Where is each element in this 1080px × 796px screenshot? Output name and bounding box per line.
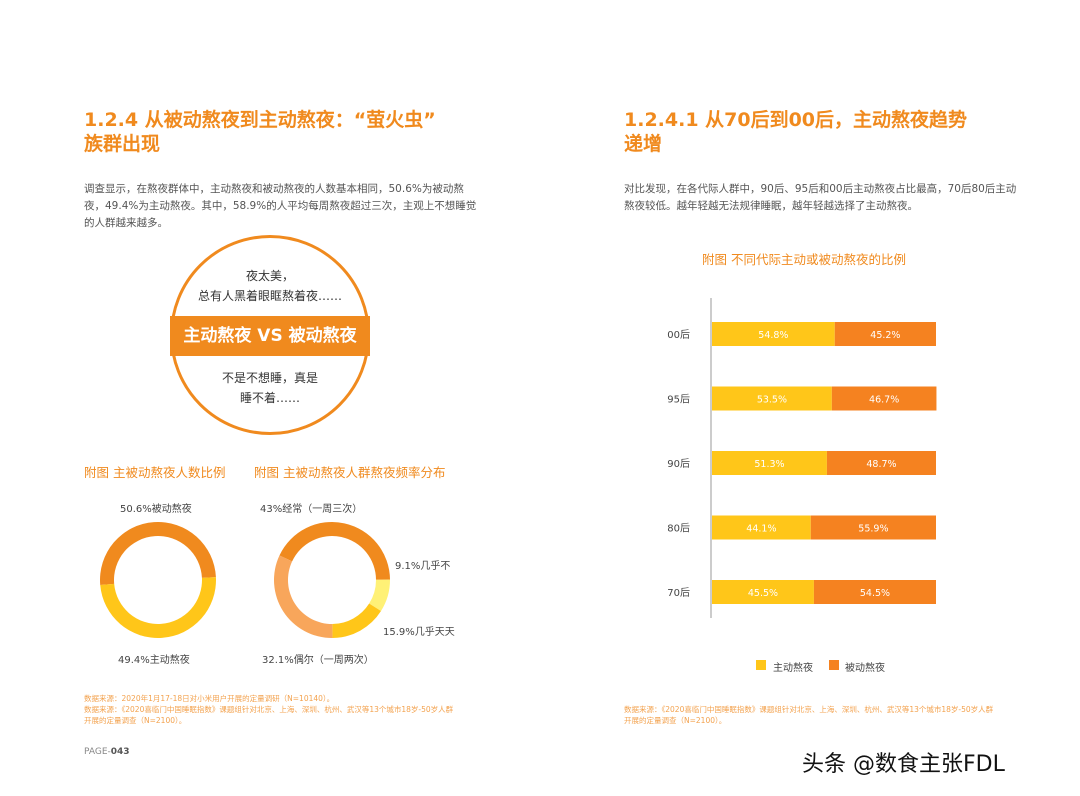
bar-passive xyxy=(831,386,937,411)
donut1-chart xyxy=(100,522,216,639)
category-label: 80后 xyxy=(667,523,690,535)
right-para-line2: 熬夜较低。越年轻越无法规律睡眠，越年轻越选择了主动熬夜。 xyxy=(624,200,918,212)
donut-slice xyxy=(274,555,333,638)
category-label: 00后 xyxy=(667,329,690,341)
donut2-label-right1: 9.1%几乎不 xyxy=(395,561,451,572)
bar-active xyxy=(712,451,827,475)
donut2-center-line2: 经常性动作 xyxy=(299,585,365,600)
bar-active xyxy=(712,515,811,540)
right-source-line2: 开展的定量调查（N=2100）。 xyxy=(624,716,727,725)
legend-label-active: 主动熬夜 xyxy=(773,663,813,674)
circle-top-line1: 夜太美， xyxy=(245,269,294,283)
right-title-line2: 递增 xyxy=(624,133,663,155)
circle-bottom-line1: 不是不想睡，真是 xyxy=(221,371,318,385)
bar-data-label: 51.3% xyxy=(754,459,784,470)
donut-slice xyxy=(332,603,381,638)
bar-data-label: 53.5% xyxy=(757,395,787,406)
left-source-line3: 开展的定量调查（N=2100）。 xyxy=(84,716,187,725)
left-source-line2: 数据来源：《2020喜临门中国睡眠指数》课题组针对北京、上海、深圳、杭州、武汉等… xyxy=(84,705,454,714)
bar-passive xyxy=(826,451,936,475)
bar-passive xyxy=(813,580,936,604)
fig2-title: 附图 主被动熬夜人群熬夜频率分布 xyxy=(254,465,446,480)
donut2-label-right2: 15.9%几乎天天 xyxy=(383,627,455,638)
circle-bottom-line2: 睡不着…… xyxy=(239,391,300,405)
bar-data-label: 48.7% xyxy=(866,459,896,470)
donut2-center-line1: 熬夜成 xyxy=(312,564,352,579)
bar-active xyxy=(712,580,814,604)
left-title-line1: 1.2.4 从被动熬夜到主动熬夜：“萤火虫” xyxy=(84,109,436,131)
left-para-line1: 调查显示，在熬夜群体中，主动熬夜和被动熬夜的人数基本相同，50.6%为被动熬 xyxy=(84,183,464,195)
bar-data-label: 54.8% xyxy=(758,330,788,341)
right-source-line1: 数据来源：《2020喜临门中国睡眠指数》课题组针对北京、上海、深圳、杭州、武汉等… xyxy=(624,705,994,714)
bar-passive xyxy=(810,515,936,540)
donut1-label-top: 50.6%被动熬夜 xyxy=(120,504,192,515)
watermark: 头条 @数食主张FDL xyxy=(802,752,1005,777)
category-label: 70后 xyxy=(667,587,690,599)
donut1-label-bottom: 49.4%主动熬夜 xyxy=(118,655,190,666)
bar-active xyxy=(712,322,835,346)
bar-chart: 00后 54.8% 45.2% 95后 53.5% 46.7% 90后 51.3% 48.7% 8… xyxy=(667,298,937,618)
circle-top-line2: 总有人黑着眼眶熬着夜…… xyxy=(197,289,342,303)
donut-slice xyxy=(369,579,390,612)
bar-active xyxy=(712,386,832,411)
legend-label-passive: 被动熬夜 xyxy=(845,663,885,674)
donut-slice xyxy=(279,522,390,580)
donut-slice xyxy=(100,577,216,639)
bar-data-label: 54.5% xyxy=(860,588,890,599)
legend-swatch-passive xyxy=(829,660,839,670)
left-title-line2: 族群出现 xyxy=(84,133,161,155)
left-source-line1: 数据来源：2020年1月17-18日对小米用户开展的定量调研（N=10140）。 xyxy=(84,694,335,703)
bar-data-label: 55.9% xyxy=(858,524,888,535)
bar-data-label: 45.5% xyxy=(748,588,778,599)
left-para-line3: 的人群越来越多。 xyxy=(84,217,168,229)
left-para-line2: 夜，49.4%为主动熬夜。其中，58.9%的人平均每周熬夜超过三次，主观上不想睡… xyxy=(84,200,477,212)
legend-swatch-active xyxy=(756,660,766,670)
fig1-title: 附图 主被动熬夜人数比例 xyxy=(84,465,226,480)
donut-slice xyxy=(100,522,216,586)
page-number: PAGE-043 xyxy=(84,747,130,757)
donut2-label-bottom: 32.1%偶尔（一周两次） xyxy=(262,655,374,666)
category-label: 90后 xyxy=(667,458,690,470)
right-para-line1: 对比发现，在各代际人群中，90后、95后和00后主动熬夜占比最高，70后80后主… xyxy=(624,183,1017,195)
bar-data-label: 46.7% xyxy=(869,395,899,406)
page-num: 043 xyxy=(110,747,130,757)
donut1-center-line1: 主被动两分 xyxy=(125,564,191,579)
category-label: 95后 xyxy=(667,394,690,406)
bar-chart-title: 附图 不同代际主动或被动熬夜的比例 xyxy=(702,252,906,267)
right-title-line1: 1.2.4.1 从70后到00后，主动熬夜趋势 xyxy=(624,109,968,131)
bar-passive xyxy=(834,322,936,346)
page-prefix: PAGE- xyxy=(84,747,111,757)
donut1-center-line2: 不眠之夜 xyxy=(131,585,184,600)
donut2-chart xyxy=(274,522,390,638)
bar-data-label: 44.1% xyxy=(746,524,776,535)
circle-band: 主动熬夜 VS 被动熬夜 xyxy=(170,316,370,356)
bar-data-label: 45.2% xyxy=(870,330,900,341)
donut2-label-top: 43%经常（一周三次） xyxy=(260,504,363,515)
